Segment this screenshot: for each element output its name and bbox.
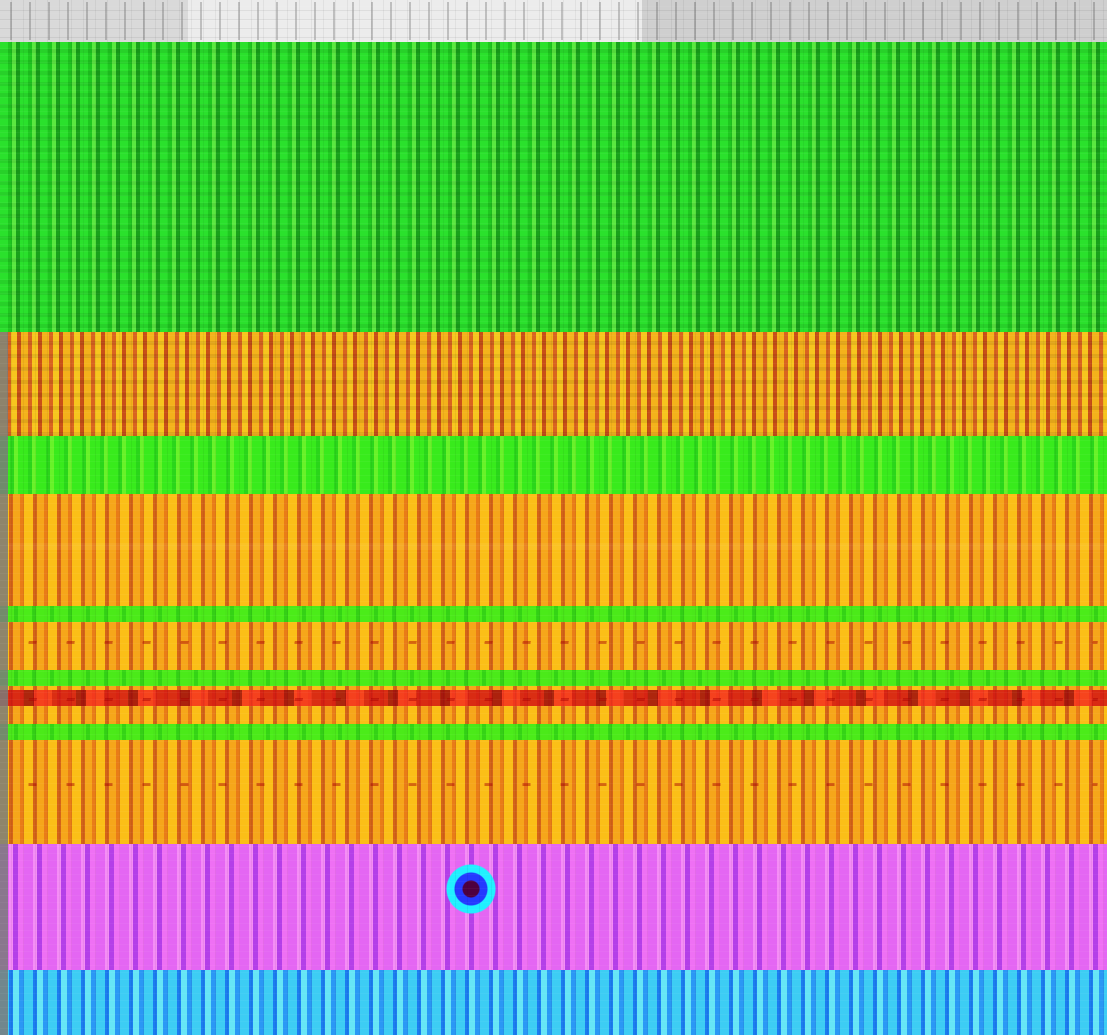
green-scanline — [0, 670, 1107, 686]
red-scanline — [0, 690, 1107, 706]
scanned-ink-strip — [0, 2, 1107, 40]
left-gray-edge — [0, 332, 8, 1035]
orange-noise-band-upper — [0, 332, 1107, 436]
green-noise-band-middle — [0, 436, 1107, 494]
pink-noise-band — [0, 844, 1107, 970]
green-scanline — [0, 724, 1107, 740]
top-scanned-strip — [0, 0, 1107, 42]
cyan-noise-band — [0, 970, 1107, 1035]
green-noise-band — [0, 42, 1107, 332]
orange-noise-band-lower — [0, 494, 1107, 844]
green-scanline — [0, 606, 1107, 622]
